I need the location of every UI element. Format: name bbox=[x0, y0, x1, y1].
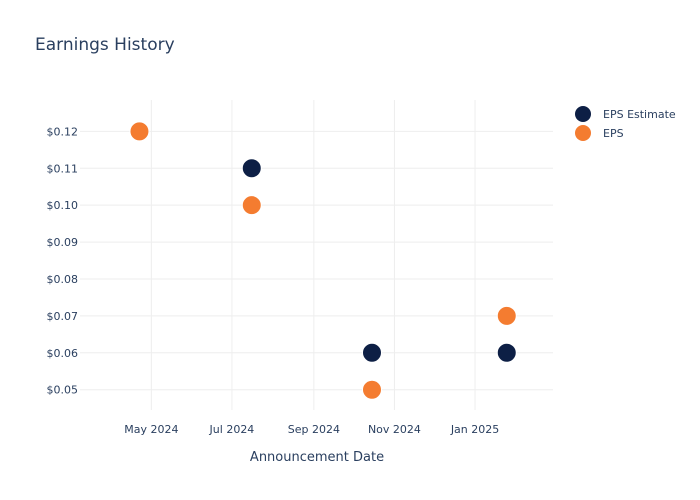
y-tick-label: $0.12 bbox=[47, 125, 79, 138]
legend-item-eps-estimate[interactable]: EPS Estimate bbox=[575, 106, 676, 122]
legend-item-eps[interactable]: EPS bbox=[575, 125, 624, 141]
legend: EPS Estimate EPS bbox=[575, 106, 676, 141]
eps-estimate-point[interactable] bbox=[241, 158, 262, 179]
y-tick-label: $0.11 bbox=[47, 162, 79, 175]
eps-point[interactable] bbox=[129, 121, 150, 142]
x-tick-label: May 2024 bbox=[124, 423, 178, 436]
data-points bbox=[129, 121, 517, 400]
eps-point[interactable] bbox=[361, 379, 382, 400]
y-tick-label: $0.06 bbox=[47, 347, 79, 360]
y-tick-label: $0.07 bbox=[47, 310, 79, 323]
legend-label: EPS Estimate bbox=[603, 108, 676, 121]
chart-title: Earnings History bbox=[35, 35, 175, 55]
eps-estimate-point[interactable] bbox=[496, 342, 517, 363]
y-axis-ticks: $0.05 $0.06 $0.07 $0.08 $0.09 $0.10 $0.11 $0.12 bbox=[47, 125, 79, 396]
y-tick-label: $0.05 bbox=[47, 384, 79, 397]
x-tick-label: Nov 2024 bbox=[368, 423, 421, 436]
x-axis-title: Announcement Date bbox=[250, 450, 384, 465]
legend-marker bbox=[575, 106, 591, 122]
y-tick-label: $0.08 bbox=[47, 273, 79, 286]
x-tick-label: Sep 2024 bbox=[288, 423, 340, 436]
y-tick-label: $0.10 bbox=[47, 199, 79, 212]
x-tick-label: Jul 2024 bbox=[209, 423, 255, 436]
legend-label: EPS bbox=[603, 127, 624, 140]
grid bbox=[80, 100, 553, 410]
eps-estimate-point[interactable] bbox=[361, 342, 382, 363]
x-tick-label: Jan 2025 bbox=[450, 423, 499, 436]
eps-point[interactable] bbox=[496, 305, 517, 326]
legend-marker bbox=[575, 125, 591, 141]
eps-point[interactable] bbox=[241, 195, 262, 216]
x-axis-ticks: May 2024 Jul 2024 Sep 2024 Nov 2024 Jan 2025 bbox=[124, 423, 499, 436]
y-tick-label: $0.09 bbox=[47, 236, 79, 249]
